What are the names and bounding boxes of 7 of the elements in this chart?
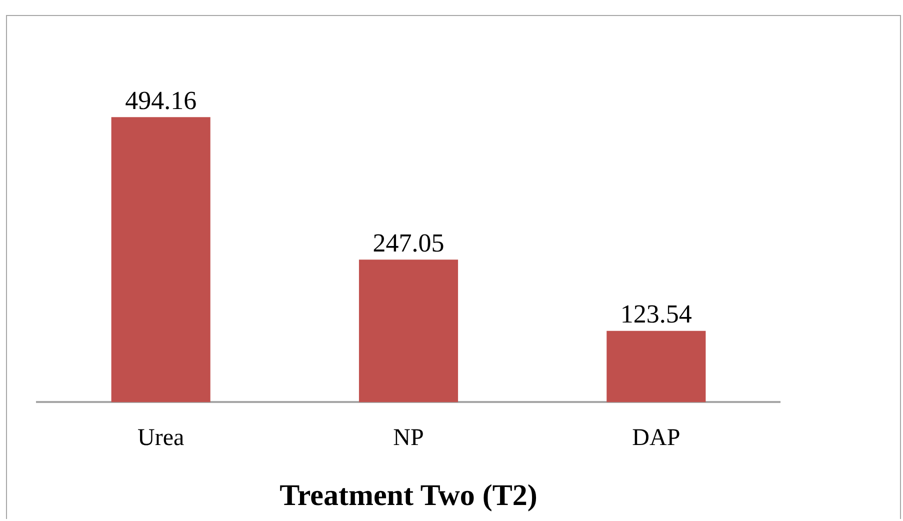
data-label: 247.05 (372, 228, 444, 258)
x-tick-label: Urea (138, 424, 184, 451)
x-tick-label: DAP (632, 424, 680, 451)
x-axis-title: Treatment Two (T2) (280, 478, 538, 512)
data-label: 494.16 (125, 86, 197, 115)
data-label: 123.54 (620, 300, 692, 329)
x-tick-label: NP (393, 424, 424, 451)
